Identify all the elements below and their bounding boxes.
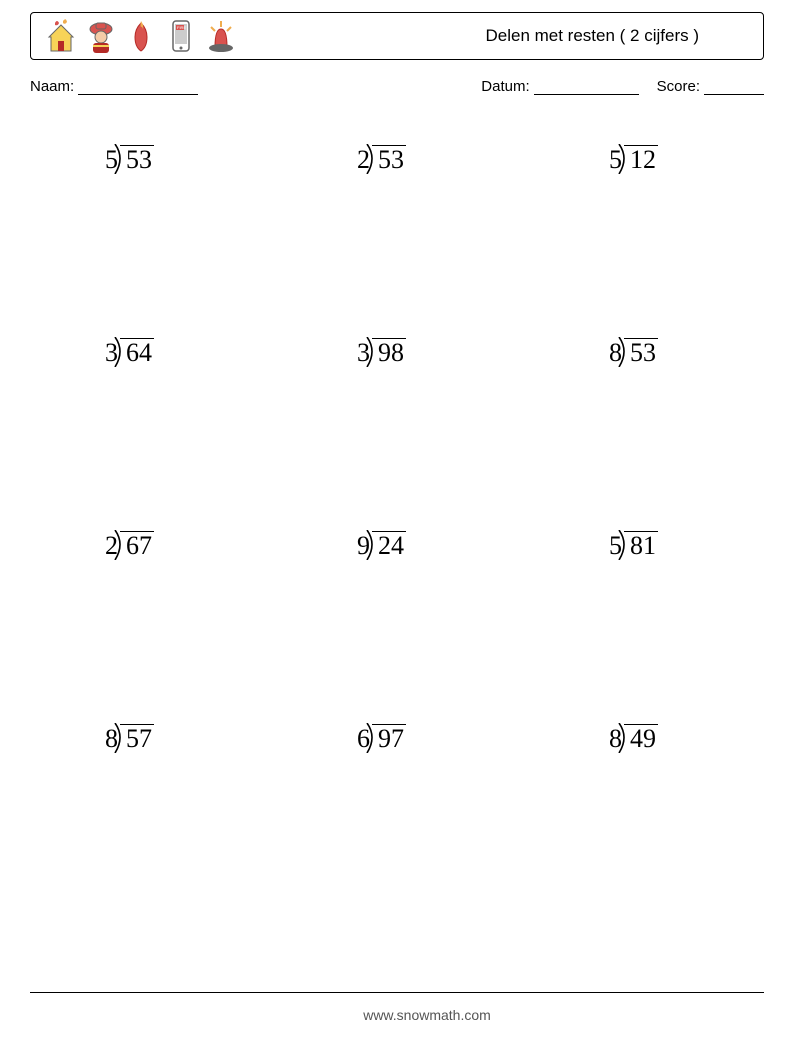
division-problem: 924 bbox=[357, 531, 457, 559]
problem-row: 857697849 bbox=[105, 724, 709, 752]
division-problem: 253 bbox=[357, 145, 457, 173]
long-division-bracket: 67 bbox=[120, 531, 154, 559]
division-problem: 553 bbox=[105, 145, 205, 173]
firefighter-icon bbox=[85, 19, 117, 53]
divisor: 8 bbox=[609, 340, 624, 366]
dividend: 64 bbox=[120, 338, 154, 366]
worksheet-title: Delen met resten ( 2 cijfers ) bbox=[485, 26, 749, 46]
divisor: 5 bbox=[105, 147, 120, 173]
divisor: 6 bbox=[357, 726, 372, 752]
division-problem: 697 bbox=[357, 724, 457, 752]
dividend: 53 bbox=[372, 145, 406, 173]
dividend: 67 bbox=[120, 531, 154, 559]
division-problem: 853 bbox=[609, 338, 709, 366]
division-problem: 512 bbox=[609, 145, 709, 173]
header-box: FIRE Delen met resten ( 2 cijfers ) bbox=[30, 12, 764, 60]
footer-divider bbox=[30, 992, 764, 993]
name-field: Naam: bbox=[30, 78, 198, 95]
dividend: 12 bbox=[624, 145, 658, 173]
date-label: Datum: bbox=[481, 78, 529, 95]
division-problem: 849 bbox=[609, 724, 709, 752]
long-division-bracket: 64 bbox=[120, 338, 154, 366]
dividend: 53 bbox=[624, 338, 658, 366]
house-fire-icon bbox=[45, 19, 77, 53]
siren-icon bbox=[205, 19, 237, 53]
long-division-bracket: 53 bbox=[624, 338, 658, 366]
divisor: 5 bbox=[609, 533, 624, 559]
divisor: 3 bbox=[357, 340, 372, 366]
long-division-bracket: 57 bbox=[120, 724, 154, 752]
date-line[interactable] bbox=[534, 81, 639, 95]
divisor: 8 bbox=[105, 726, 120, 752]
long-division-bracket: 49 bbox=[624, 724, 658, 752]
long-division-bracket: 81 bbox=[624, 531, 658, 559]
divisor: 2 bbox=[357, 147, 372, 173]
problem-row: 364398853 bbox=[105, 338, 709, 366]
score-field: Score: bbox=[657, 78, 764, 95]
divisor: 9 bbox=[357, 533, 372, 559]
dividend: 53 bbox=[120, 145, 154, 173]
long-division-bracket: 12 bbox=[624, 145, 658, 173]
dividend: 49 bbox=[624, 724, 658, 752]
fire-phone-icon: FIRE bbox=[165, 19, 197, 53]
worksheet-page: FIRE Delen met resten ( 2 cijfers ) Naam… bbox=[0, 0, 794, 1053]
problem-row: 553253512 bbox=[105, 145, 709, 173]
division-problem: 857 bbox=[105, 724, 205, 752]
svg-text:FIRE: FIRE bbox=[177, 25, 186, 30]
name-line[interactable] bbox=[78, 81, 198, 95]
divisor: 8 bbox=[609, 726, 624, 752]
division-problem: 581 bbox=[609, 531, 709, 559]
long-division-bracket: 97 bbox=[372, 724, 406, 752]
footer-url: www.snowmath.com bbox=[30, 1007, 794, 1023]
problems-grid: 553253512364398853267924581857697849 bbox=[30, 145, 764, 752]
score-label: Score: bbox=[657, 78, 700, 95]
long-division-bracket: 53 bbox=[120, 145, 154, 173]
divisor: 5 bbox=[609, 147, 624, 173]
division-problem: 398 bbox=[357, 338, 457, 366]
date-field: Datum: bbox=[481, 78, 638, 95]
dividend: 81 bbox=[624, 531, 658, 559]
dividend: 97 bbox=[372, 724, 406, 752]
name-label: Naam: bbox=[30, 78, 74, 95]
dividend: 98 bbox=[372, 338, 406, 366]
fire-bucket-icon bbox=[125, 19, 157, 53]
divisor: 2 bbox=[105, 533, 120, 559]
division-problem: 267 bbox=[105, 531, 205, 559]
dividend: 57 bbox=[120, 724, 154, 752]
header-icons: FIRE bbox=[45, 19, 237, 53]
long-division-bracket: 53 bbox=[372, 145, 406, 173]
division-problem: 364 bbox=[105, 338, 205, 366]
long-division-bracket: 24 bbox=[372, 531, 406, 559]
dividend: 24 bbox=[372, 531, 406, 559]
long-division-bracket: 98 bbox=[372, 338, 406, 366]
fields-row: Naam: Datum: Score: bbox=[30, 78, 764, 95]
problem-row: 267 924 581 bbox=[105, 531, 709, 559]
divisor: 3 bbox=[105, 340, 120, 366]
score-line[interactable] bbox=[704, 81, 764, 95]
